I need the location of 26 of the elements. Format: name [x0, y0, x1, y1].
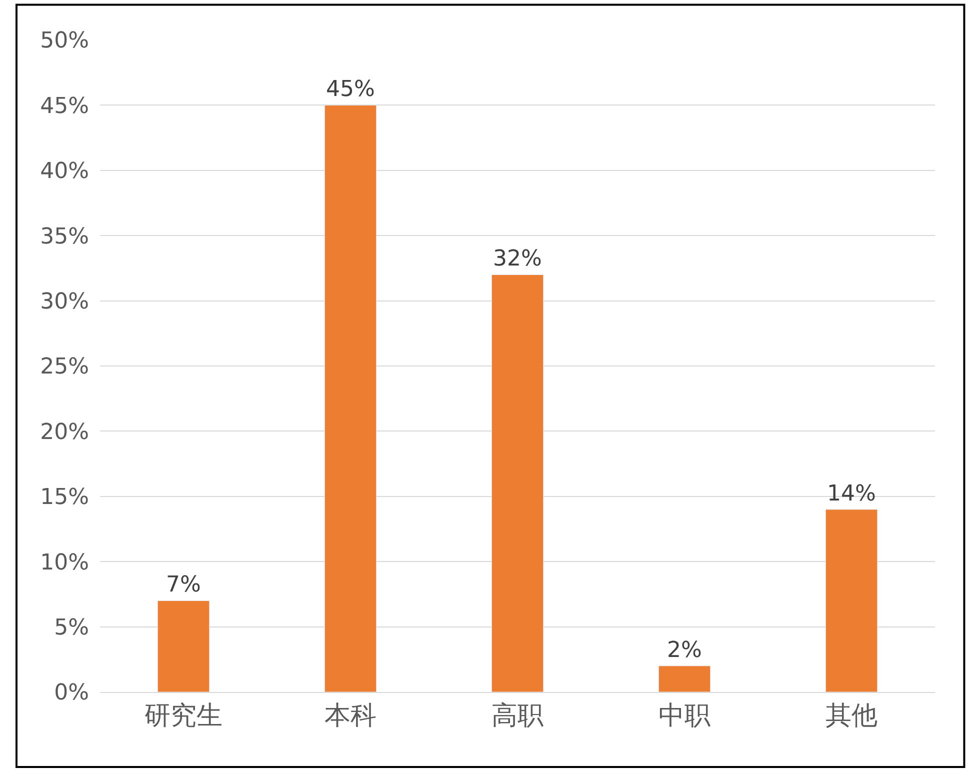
- bar: [491, 274, 544, 692]
- x-tick-label: 本科: [324, 701, 376, 732]
- y-tick-label: 0%: [54, 680, 89, 706]
- x-tick-label: 研究生: [144, 701, 222, 732]
- y-tick-label: 5%: [54, 616, 89, 640]
- data-label: 7%: [166, 572, 201, 598]
- data-label: 2%: [667, 638, 702, 663]
- data-label: 45%: [326, 77, 375, 102]
- y-tick-label: 15%: [40, 485, 89, 510]
- y-tick-label: 10%: [40, 550, 89, 576]
- y-tick-label: 50%: [40, 28, 89, 54]
- bar: [324, 104, 377, 692]
- y-tick-label: 40%: [40, 159, 89, 184]
- bar: [157, 600, 210, 692]
- bar: [825, 509, 878, 692]
- y-tick-label: 35%: [40, 224, 89, 250]
- data-label: 32%: [493, 246, 542, 272]
- x-tick-label: 其他: [826, 701, 878, 732]
- y-tick-label: 20%: [40, 420, 89, 445]
- x-tick-label: 高职: [492, 701, 544, 732]
- y-tick-label: 45%: [40, 94, 89, 119]
- data-label: 14%: [827, 481, 876, 506]
- x-tick-label: 中职: [658, 701, 710, 732]
- y-tick-label: 30%: [40, 290, 89, 314]
- y-tick-label: 25%: [40, 354, 89, 380]
- bar: [658, 666, 711, 692]
